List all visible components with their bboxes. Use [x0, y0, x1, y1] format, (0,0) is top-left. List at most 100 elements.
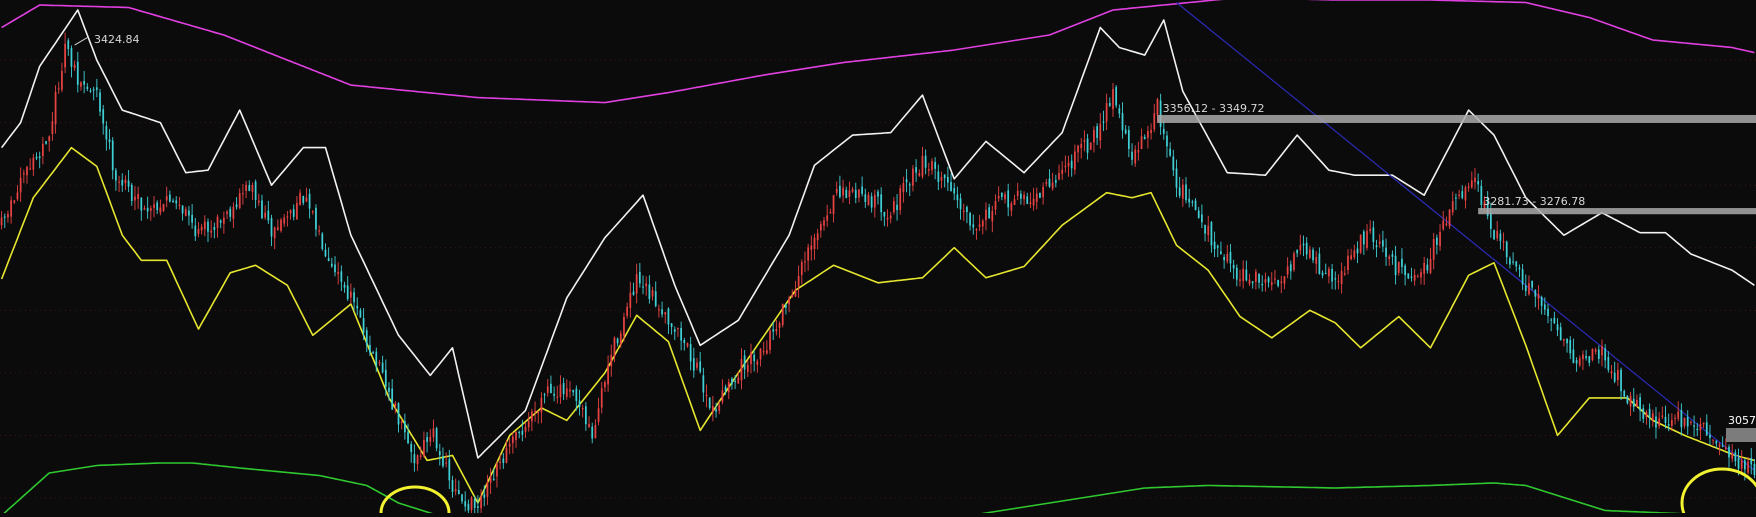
- candle-body: [731, 378, 733, 385]
- candle-body: [1108, 103, 1111, 106]
- candle-body: [1435, 237, 1438, 245]
- candle-body: [134, 196, 136, 201]
- candle-body: [369, 345, 371, 353]
- candle-body: [1302, 243, 1305, 246]
- candle-body: [359, 310, 362, 318]
- candle-body: [683, 340, 686, 343]
- candle-body: [1613, 372, 1616, 382]
- candle-body: [1181, 184, 1184, 199]
- candle-body: [518, 431, 521, 434]
- candle-body: [1143, 136, 1146, 140]
- candle-body: [321, 233, 324, 250]
- candle-body: [1388, 256, 1391, 259]
- candle-body: [1401, 258, 1403, 267]
- candle-body: [1328, 268, 1330, 277]
- candle-body: [378, 362, 381, 364]
- candle-body: [718, 405, 721, 411]
- candle-body: [216, 216, 219, 228]
- candle-body: [1131, 151, 1133, 160]
- candle-body: [1280, 281, 1283, 283]
- candle-body: [451, 480, 454, 492]
- candle-body: [289, 210, 292, 214]
- candle-body: [781, 304, 784, 325]
- candle-body: [861, 186, 863, 194]
- candle-body: [937, 171, 940, 182]
- candle-body: [677, 327, 679, 330]
- candle-body: [950, 182, 952, 192]
- candle-body: [537, 411, 540, 414]
- candle-body: [765, 350, 768, 354]
- candle-body: [41, 143, 44, 157]
- candle-body: [1375, 245, 1378, 248]
- candle-body: [642, 286, 644, 288]
- candle-body: [375, 351, 378, 367]
- candle-body: [692, 358, 695, 371]
- resistance-zone: [1157, 114, 1756, 123]
- candle-body: [1293, 253, 1295, 270]
- candle-body: [1350, 255, 1353, 259]
- candle-body: [1486, 197, 1489, 217]
- candle-body: [1531, 280, 1534, 288]
- candle-body: [1391, 254, 1394, 257]
- candle-body: [638, 271, 641, 284]
- candle-body: [1089, 142, 1092, 150]
- candle-body: [432, 428, 435, 438]
- candle-body: [1550, 319, 1553, 321]
- candle-body: [1283, 276, 1286, 284]
- candle-body: [391, 388, 394, 410]
- candle-body: [534, 410, 536, 413]
- candle-body: [372, 352, 374, 354]
- candle-body: [1744, 460, 1746, 470]
- candle-body: [807, 247, 810, 261]
- candle-body: [1480, 185, 1483, 206]
- candle-body: [1591, 348, 1594, 361]
- candle-body: [788, 298, 790, 305]
- candle-body: [953, 187, 956, 194]
- candle-body: [769, 330, 771, 350]
- candle-body: [908, 184, 911, 186]
- candle-body: [1162, 128, 1165, 134]
- candle-body: [1502, 241, 1505, 243]
- candle-body: [80, 82, 82, 87]
- candle-body: [1210, 222, 1213, 246]
- candle-body: [842, 187, 844, 196]
- candle-body: [924, 155, 927, 168]
- candle-body: [632, 291, 635, 295]
- candle-body: [496, 463, 498, 477]
- resistance-zone: [1478, 208, 1756, 215]
- candle-body: [32, 157, 35, 170]
- candle-body: [1321, 272, 1324, 276]
- candle-body: [1121, 113, 1124, 131]
- candle-body: [1013, 199, 1016, 205]
- candle-body: [429, 436, 432, 442]
- candle-body: [943, 174, 946, 179]
- candle-body: [1020, 193, 1022, 199]
- candle-body: [1721, 445, 1724, 447]
- candle-body: [1226, 253, 1229, 262]
- candle-body: [1585, 356, 1587, 359]
- candle-body: [1382, 240, 1384, 247]
- candle-body: [1058, 172, 1060, 180]
- candle-body: [445, 462, 448, 464]
- candle-body: [483, 494, 486, 498]
- candle-body: [680, 328, 682, 341]
- candle-body: [172, 200, 174, 203]
- candle-body: [1261, 283, 1264, 286]
- candle-body: [645, 283, 648, 287]
- candle-body: [1451, 201, 1454, 213]
- candle-body: [1651, 413, 1654, 420]
- candle-body: [1153, 113, 1156, 130]
- candle-body: [26, 166, 28, 176]
- candle-body: [1626, 395, 1629, 404]
- candle-body: [775, 329, 778, 332]
- candles: [0, 32, 1756, 517]
- candle-body: [1680, 410, 1683, 428]
- candle-body: [108, 139, 111, 143]
- candle-body: [1175, 168, 1178, 188]
- candle-body: [222, 217, 225, 224]
- candle-body: [1556, 324, 1559, 331]
- candle-body: [870, 196, 873, 208]
- candle-body: [1340, 270, 1343, 285]
- candle-body: [73, 64, 76, 68]
- candle-body: [1134, 149, 1137, 164]
